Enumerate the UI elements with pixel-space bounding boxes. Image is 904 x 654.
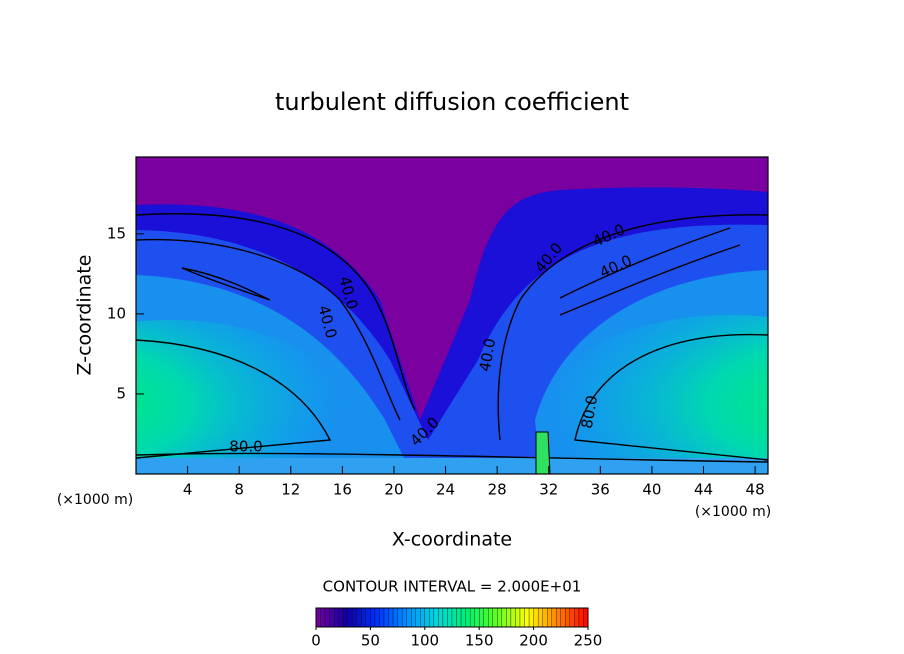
colorbar-swatch xyxy=(406,607,412,628)
x-tick-label: 32 xyxy=(539,481,558,499)
y-tick-label: 15 xyxy=(107,224,126,242)
colorbar-tick-label: 150 xyxy=(465,632,494,650)
colorbar-swatch xyxy=(415,607,421,628)
colorbar-swatch xyxy=(519,607,525,628)
colorbar-swatch xyxy=(456,607,462,628)
colorbar-swatch xyxy=(433,607,439,628)
x-tick-label: 44 xyxy=(694,481,713,499)
colorbar-swatch xyxy=(483,607,489,628)
colorbar-swatch xyxy=(501,607,507,628)
colorbar-swatch xyxy=(343,607,348,628)
colorbar-swatch xyxy=(447,607,453,628)
x-tick-label: 16 xyxy=(333,481,352,499)
colorbar-swatch xyxy=(574,607,580,628)
colorbar-swatch xyxy=(347,607,353,628)
colorbar-swatch xyxy=(506,607,512,628)
colorbar-swatch xyxy=(397,607,403,628)
colorbar-swatch xyxy=(565,607,571,628)
colorbar-tick-label: 250 xyxy=(574,632,603,650)
colorbar-swatch xyxy=(442,607,448,628)
plot-frame xyxy=(135,156,769,475)
colorbar-tick-label: 100 xyxy=(410,632,439,650)
colorbar-swatch xyxy=(515,607,521,628)
colorbar-swatch xyxy=(392,607,398,628)
colorbar-swatch xyxy=(320,607,326,628)
contour-label: 80.0 xyxy=(229,438,262,456)
colorbar-swatch xyxy=(438,607,444,628)
x-unit-label: (×1000 m) xyxy=(57,492,133,508)
x-tick-label: 24 xyxy=(436,481,455,499)
colorbar-swatch xyxy=(547,607,552,628)
x-tick-label: 8 xyxy=(234,481,244,499)
x-tick-label: 12 xyxy=(281,481,300,499)
chart-title: turbulent diffusion coefficient xyxy=(275,88,629,116)
colorbar-swatch xyxy=(537,607,543,628)
colorbar-tick-label: 0 xyxy=(311,632,321,650)
colorbar-swatch xyxy=(424,607,430,628)
colorbar-swatch xyxy=(315,607,321,628)
x-tick-label: 40 xyxy=(642,481,661,499)
colorbar-swatch xyxy=(569,607,575,628)
colorbar-swatch xyxy=(528,607,534,628)
colorbar-swatch xyxy=(556,607,561,628)
colorbar-swatch xyxy=(488,607,493,628)
colorbar-swatch xyxy=(583,607,589,628)
colorbar-swatch xyxy=(510,607,516,628)
colorbar-swatch xyxy=(497,607,503,628)
colorbar-swatch xyxy=(329,607,335,628)
colorbar-swatch xyxy=(465,607,471,628)
x-tick-label: 36 xyxy=(591,481,610,499)
colorbar-swatch xyxy=(492,607,498,628)
colorbar-swatch xyxy=(411,607,416,628)
colorbar-swatch xyxy=(551,607,557,628)
x-axis-label: X-coordinate xyxy=(392,529,512,551)
colorbar-swatch xyxy=(356,607,362,628)
x-tick-label: 20 xyxy=(384,481,403,499)
colorbar-swatch xyxy=(524,607,530,628)
contour-label: 80.0 xyxy=(578,394,602,430)
colorbar-swatch xyxy=(324,607,330,628)
y-axis-label: Z-coordinate xyxy=(74,255,96,376)
colorbar-swatch xyxy=(365,607,371,628)
colorbar-swatch xyxy=(370,607,376,628)
colorbar-swatch xyxy=(578,607,584,628)
y-tick-label: 5 xyxy=(116,384,126,402)
colorbar-swatch xyxy=(429,607,435,628)
x-tick-label: 4 xyxy=(183,481,193,499)
colorbar-swatch xyxy=(361,607,367,628)
colorbar-swatch xyxy=(451,607,457,628)
colorbar-tick-label: 200 xyxy=(519,632,548,650)
x-tick-label: 28 xyxy=(488,481,507,499)
colorbar-swatch xyxy=(379,607,385,628)
colorbar-swatch xyxy=(401,607,407,628)
colorbar-swatch xyxy=(474,607,480,628)
y-tick-label: 10 xyxy=(107,304,126,322)
colorbar-swatch xyxy=(479,607,484,628)
colorbar-swatch xyxy=(352,607,357,628)
colorbar-swatch xyxy=(338,607,344,628)
colorbar-swatch xyxy=(383,607,389,628)
colorbar-swatch xyxy=(560,607,566,628)
x-unit-label: (×1000 m) xyxy=(695,504,771,520)
colorbar-swatch xyxy=(420,607,425,628)
colorbar-swatch xyxy=(333,607,339,628)
colorbar-swatch xyxy=(388,607,394,628)
colorbar-swatch xyxy=(542,607,548,628)
x-tick-label: 48 xyxy=(746,481,765,499)
contour-label: 40.0 xyxy=(476,337,500,373)
colorbar-swatch xyxy=(460,607,466,628)
contour-field xyxy=(136,157,768,474)
colorbar-swatch xyxy=(469,607,475,628)
colorbar-tick-label: 50 xyxy=(361,632,380,650)
colorbar-swatch xyxy=(533,607,539,628)
colorbar-swatch xyxy=(374,607,380,628)
colorbar-frame xyxy=(315,607,589,628)
contour-interval: CONTOUR INTERVAL = 2.000E+01 xyxy=(323,578,582,596)
